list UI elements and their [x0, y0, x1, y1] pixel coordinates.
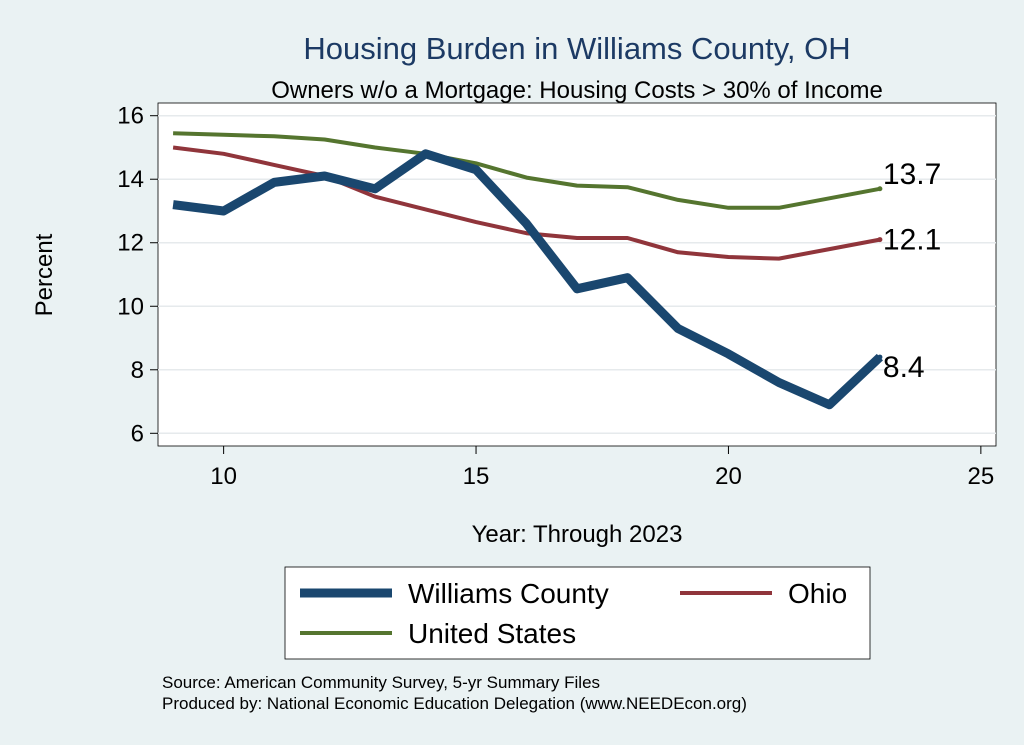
x-tick-label: 25	[968, 463, 995, 490]
legend-label-united-states: United States	[408, 618, 576, 649]
end-label-williams-county: 8.4	[883, 351, 925, 384]
legend: Williams County Ohio United States	[284, 566, 871, 660]
x-tick-label: 15	[463, 463, 490, 490]
y-tick-label: 14	[117, 166, 144, 193]
series-layer	[172, 131, 883, 410]
chart-title: Housing Burden in Williams County, OH	[303, 31, 850, 66]
legend-box	[284, 566, 871, 660]
y-axis-label: Percent	[31, 233, 58, 316]
y-tick-label: 8	[131, 357, 144, 384]
legend-label-ohio: Ohio	[788, 578, 847, 609]
end-point-williams-county	[877, 354, 883, 360]
series-line-williams-county	[172, 149, 883, 410]
legend-label-williams-county: Williams County	[408, 578, 609, 609]
plot-area	[157, 102, 997, 447]
end-point-ohio	[877, 237, 883, 243]
produced-by-note: Produced by: National Economic Education…	[162, 694, 747, 713]
y-tick-label: 12	[117, 230, 144, 257]
series-line-ohio	[172, 145, 881, 261]
x-tick-label: 10	[210, 463, 237, 490]
end-label-united-states: 13.7	[883, 158, 941, 191]
y-tick-label: 6	[131, 420, 144, 447]
x-tick-label: 20	[715, 463, 742, 490]
x-axis-label: Year: Through 2023	[472, 521, 683, 548]
end-point-united-states	[877, 186, 883, 192]
chart-subtitle: Owners w/o a Mortgage: Housing Costs > 3…	[271, 77, 883, 104]
y-tick-label: 10	[117, 293, 144, 320]
series-line-united-states	[173, 131, 881, 210]
y-tick-label: 16	[117, 103, 144, 130]
end-labels: 8.4 12.1 13.7	[877, 158, 941, 384]
end-label-ohio: 12.1	[883, 224, 941, 257]
source-note: Source: American Community Survey, 5-yr …	[162, 673, 600, 692]
axes: 6 8 10 12 14 16 10 15 20 25	[117, 103, 994, 490]
